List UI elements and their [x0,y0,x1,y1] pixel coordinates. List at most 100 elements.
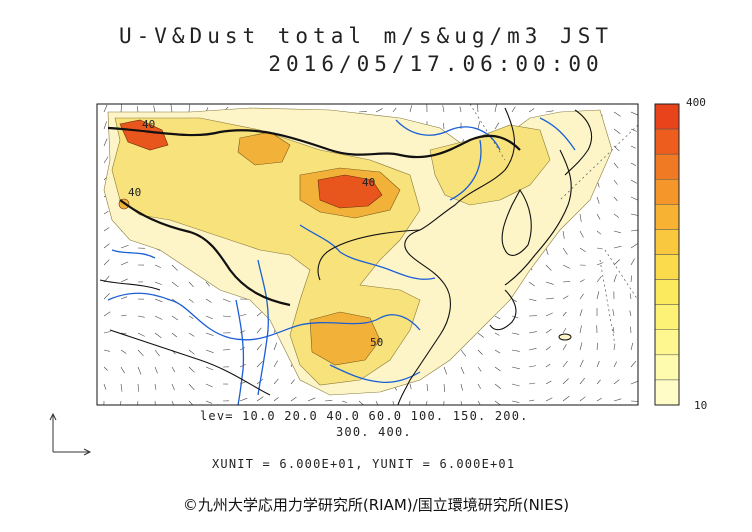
wind-vector [120,332,127,335]
wind-vector [103,156,109,164]
vector-units: XUNIT = 6.000E+01, YUNIT = 6.000E+01 [212,457,516,471]
wind-vector [630,275,632,283]
wind-vector [120,278,128,283]
contour-label: 40 [362,176,375,189]
wind-vector [596,397,602,402]
wind-vector [442,105,445,113]
wind-vector [256,343,263,351]
wind-vector [290,379,295,385]
wind-vector [460,383,463,391]
wind-vector [154,281,162,285]
wind-vector [205,366,214,371]
wind-vector [137,315,145,318]
colorbar-swatch [654,179,680,205]
wind-vector [494,349,501,354]
colorbar-swatch [654,128,680,155]
wind-vector [273,360,278,368]
contour-label: 50 [370,336,383,349]
wind-vector [137,332,145,337]
wind-vector [629,293,632,300]
colorbar-swatch [654,329,680,356]
wind-vector [545,363,551,368]
wind-vector [596,213,601,220]
wind-vector [528,382,536,385]
wind-vector [103,210,109,215]
wind-vector [613,162,619,169]
wind-vector [494,332,500,336]
wind-vector [630,258,635,266]
wind-vector [477,383,481,389]
wind-vector [562,395,570,402]
wind-vector [188,315,194,320]
contour-levels-continued: 300. 400. [336,425,412,439]
wind-vector [630,196,638,201]
wind-vector [205,400,213,404]
wind-vector [103,121,107,130]
colorbar-swatch [654,103,680,130]
wind-vector [171,400,174,405]
wind-vector [426,383,428,392]
wind-vector [154,332,162,339]
wind-vector [205,349,214,353]
colorbar-swatch [654,229,680,255]
contour-label: 40 [142,118,155,131]
map-timestamp: 2016/05/17.06:00:00 [268,52,604,76]
wind-vector [630,360,637,368]
wind-vector [545,264,552,271]
wind-vector [239,347,245,351]
wind-vector [613,274,617,283]
wind-vector [120,349,127,354]
map-frame [96,103,639,406]
wind-vector [171,315,179,321]
wind-vector [256,327,262,334]
wind-vector [613,230,621,234]
wind-vector [545,397,553,402]
wind-vector [562,311,567,317]
wind-vector [103,349,110,352]
wind-vector [409,383,412,390]
wind-vector [103,259,110,266]
wind-vector [613,111,621,117]
wind-vector [136,106,139,113]
wind-vector [562,360,568,368]
wind-vector [579,359,584,368]
wind-vector [120,261,129,266]
map-content: 40 40 40 50 [99,104,638,405]
wind-vector [188,383,195,391]
rivers [107,117,576,405]
wind-vector [392,400,394,405]
wind-vector [494,122,500,130]
wind-vector [630,145,636,149]
wind-vector [171,264,178,271]
wind-vector [562,327,567,334]
wind-vector [205,281,210,287]
wind-vector [171,281,179,288]
wind-vector [477,104,479,113]
wind-vector [511,366,520,370]
wind-vector [239,313,247,317]
wind-vector [596,230,602,235]
wind-vector [629,310,632,317]
island [558,333,572,341]
wind-vector [579,279,585,283]
wind-vector [460,400,463,405]
wind-vector [103,227,110,232]
wind-vector [120,104,122,113]
wind-vector [630,162,637,167]
wind-vector [154,298,163,303]
wind-vector [528,399,535,402]
wind-vector [103,366,108,371]
wind-vector [205,315,213,320]
wind-vector [511,349,520,352]
wind-vector [137,349,144,356]
wind-vector [358,111,367,113]
wind-vector [613,361,617,368]
wind-vector [579,230,584,238]
colorbar-swatch [654,379,680,406]
wind-vector [120,296,128,300]
wind-vector [579,213,582,222]
wind-vector [545,297,554,300]
wind-vector [239,397,248,402]
wind-vector [154,366,158,374]
wind-vector [443,383,446,392]
